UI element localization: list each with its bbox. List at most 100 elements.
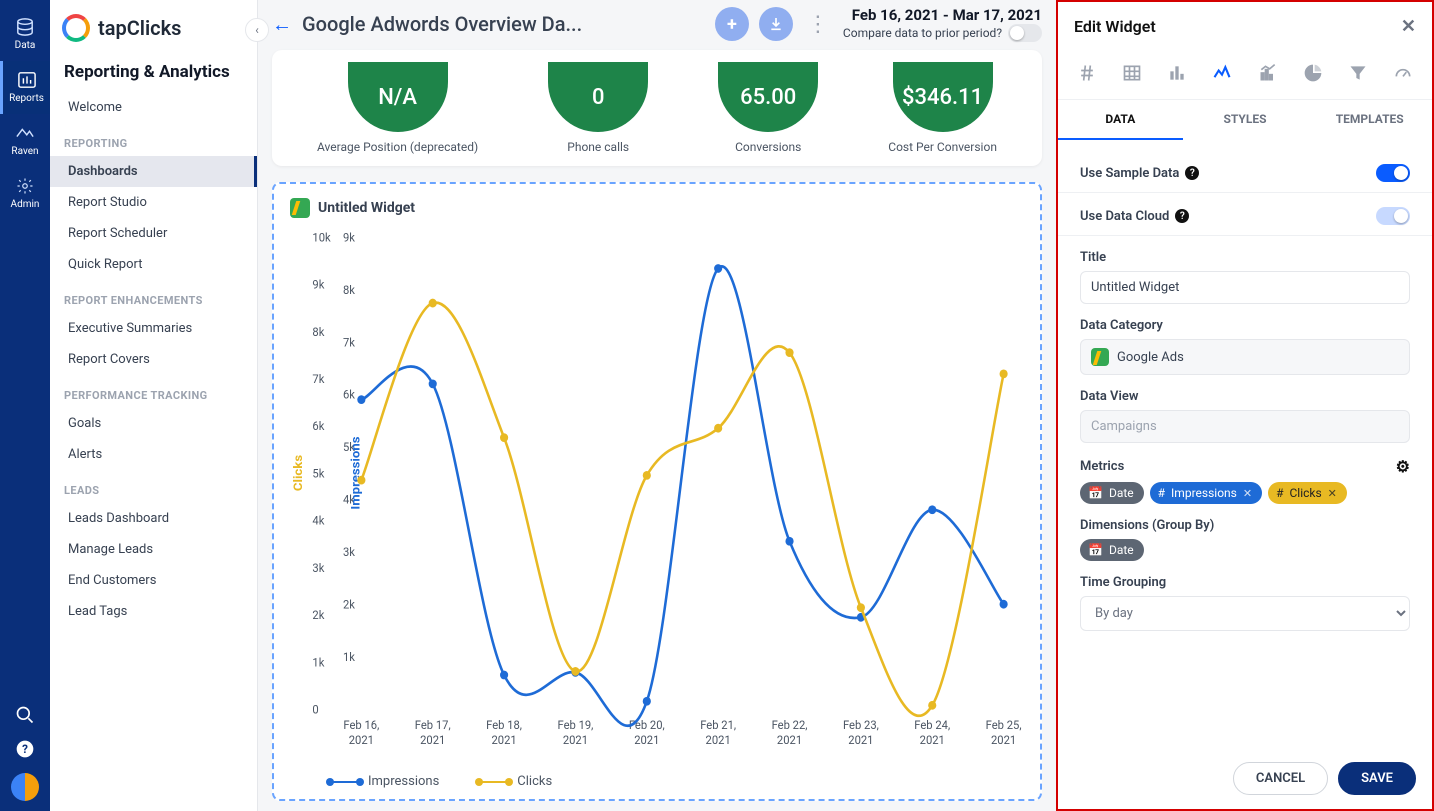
back-button[interactable]: ←	[272, 12, 292, 37]
svg-text:0: 0	[312, 702, 318, 717]
svg-text:2021: 2021	[920, 733, 945, 748]
svg-text:8k: 8k	[343, 282, 355, 297]
kpi-label: Average Position (deprecated)	[317, 140, 478, 154]
topbar: ← Google Adwords Overview Da... + ⋮ Feb …	[258, 0, 1056, 42]
rail-reports[interactable]: Reports	[0, 61, 50, 114]
type-gauge-icon[interactable]	[1389, 59, 1417, 87]
svg-text:2021: 2021	[706, 733, 731, 748]
kpi-card: N/A Average Position (deprecated) 0 Phon…	[272, 50, 1042, 166]
chart: 01k2k3k4k5k6k7k8k9k10k1k2k3k4k5k6k7k8k9k…	[290, 226, 1024, 764]
svg-text:2021: 2021	[991, 733, 1016, 748]
metric-chip-clicks[interactable]: # Clicks ✕	[1268, 482, 1347, 504]
svg-text:8k: 8k	[312, 324, 324, 339]
sidebar-end-customers[interactable]: End Customers	[50, 565, 257, 596]
svg-text:Feb 17,: Feb 17,	[415, 717, 451, 732]
kpi-item: $346.11 Cost Per Conversion	[888, 62, 997, 154]
search-icon[interactable]	[15, 705, 35, 725]
type-funnel-icon[interactable]	[1344, 59, 1372, 87]
group-title: LEADS	[50, 470, 257, 503]
date-range[interactable]: Feb 16, 2021 - Mar 17, 2021	[843, 6, 1042, 24]
sidebar-manage-leads[interactable]: Manage Leads	[50, 534, 257, 565]
sidebar-report-scheduler[interactable]: Report Scheduler	[50, 218, 257, 249]
compare-toggle[interactable]	[1008, 24, 1042, 42]
view-select[interactable]: Campaigns	[1080, 410, 1410, 443]
tab-styles[interactable]: STYLES	[1183, 100, 1308, 140]
widget[interactable]: Untitled Widget 01k2k3k4k5k6k7k8k9k10k1k…	[272, 182, 1042, 801]
svg-text:4k: 4k	[312, 513, 324, 528]
svg-text:6k: 6k	[343, 387, 355, 402]
svg-text:2k: 2k	[343, 597, 355, 612]
add-button[interactable]: +	[715, 7, 749, 41]
svg-text:Impressions: Impressions	[349, 436, 363, 510]
data-cloud-toggle[interactable]	[1376, 207, 1410, 225]
dimension-chip-date[interactable]: 📅 Date	[1080, 539, 1144, 561]
svg-text:3k: 3k	[312, 560, 324, 575]
remove-chip-icon[interactable]: ✕	[1243, 487, 1252, 500]
more-button[interactable]: ⋮	[803, 12, 833, 37]
sidebar-exec-summaries[interactable]: Executive Summaries	[50, 313, 257, 344]
type-number-icon[interactable]	[1073, 59, 1101, 87]
brand-name: tapClicks	[98, 16, 181, 40]
svg-text:Clicks: Clicks	[292, 454, 306, 491]
help-icon[interactable]: ?	[1175, 209, 1189, 223]
help-icon[interactable]: ?	[1185, 166, 1199, 180]
time-grouping-label: Time Grouping	[1080, 575, 1410, 590]
kpi-item: 0 Phone calls	[548, 62, 648, 154]
group-title: PERFORMANCE TRACKING	[50, 375, 257, 408]
sidebar-report-covers[interactable]: Report Covers	[50, 344, 257, 375]
svg-text:10k: 10k	[312, 230, 330, 245]
sidebar-welcome[interactable]: Welcome	[50, 92, 257, 123]
legend-clicks[interactable]: Clicks	[479, 774, 552, 789]
svg-text:2021: 2021	[349, 733, 374, 748]
dimensions-chips: 📅 Date	[1080, 539, 1410, 561]
svg-text:2021: 2021	[777, 733, 802, 748]
rail-admin[interactable]: Admin	[0, 167, 50, 220]
cancel-button[interactable]: CANCEL	[1233, 762, 1328, 795]
kpi-item: 65.00 Conversions	[718, 62, 818, 154]
metric-chip-impressions[interactable]: # Impressions ✕	[1150, 482, 1262, 504]
svg-text:Feb 25,: Feb 25,	[986, 717, 1022, 732]
title-input[interactable]	[1080, 271, 1410, 304]
sidebar-dashboards[interactable]: Dashboards	[50, 156, 257, 187]
download-button[interactable]	[759, 7, 793, 41]
legend-label: Clicks	[517, 774, 552, 789]
dimensions-label: Dimensions (Group By)	[1080, 518, 1410, 533]
rail-raven[interactable]: Raven	[0, 114, 50, 167]
close-icon[interactable]: ✕	[1401, 16, 1416, 37]
tab-templates[interactable]: TEMPLATES	[1307, 100, 1432, 140]
metric-chip-date[interactable]: 📅 Date	[1080, 482, 1144, 504]
sidebar-lead-tags[interactable]: Lead Tags	[50, 596, 257, 627]
sample-data-label: Use Sample Data	[1080, 166, 1179, 181]
time-grouping-select[interactable]: By day	[1080, 596, 1410, 631]
panel-title: Edit Widget	[1074, 17, 1156, 36]
sidebar-goals[interactable]: Goals	[50, 408, 257, 439]
sidebar-alerts[interactable]: Alerts	[50, 439, 257, 470]
type-bar-icon[interactable]	[1163, 59, 1191, 87]
remove-chip-icon[interactable]: ✕	[1328, 487, 1337, 500]
type-pie-icon[interactable]	[1299, 59, 1327, 87]
logo-mark	[62, 14, 90, 42]
rail-data[interactable]: Data	[0, 8, 50, 61]
svg-text:2021: 2021	[848, 733, 873, 748]
sidebar-report-studio[interactable]: Report Studio	[50, 187, 257, 218]
svg-text:3k: 3k	[343, 545, 355, 560]
save-button[interactable]: SAVE	[1338, 762, 1416, 795]
type-table-icon[interactable]	[1118, 59, 1146, 87]
legend-impressions[interactable]: Impressions	[330, 774, 439, 789]
sidebar-leads-dashboard[interactable]: Leads Dashboard	[50, 503, 257, 534]
svg-text:Feb 24,: Feb 24,	[914, 717, 950, 732]
sidebar-quick-report[interactable]: Quick Report	[50, 249, 257, 280]
type-combo-icon[interactable]	[1254, 59, 1282, 87]
category-select[interactable]: Google Ads	[1080, 339, 1410, 375]
metrics-settings-icon[interactable]: ⚙	[1396, 457, 1410, 476]
tab-data[interactable]: DATA	[1058, 100, 1183, 140]
svg-text:Feb 23,: Feb 23,	[843, 717, 879, 732]
svg-text:2021: 2021	[563, 733, 588, 748]
rail-label: Admin	[11, 199, 40, 210]
compare-label: Compare data to prior period?	[843, 26, 1002, 40]
avatar[interactable]	[11, 773, 39, 801]
type-line-icon[interactable]	[1208, 59, 1236, 87]
sample-data-toggle[interactable]	[1376, 164, 1410, 182]
collapse-sidebar-button[interactable]: ‹	[245, 18, 269, 42]
help-icon[interactable]: ?	[15, 739, 35, 759]
